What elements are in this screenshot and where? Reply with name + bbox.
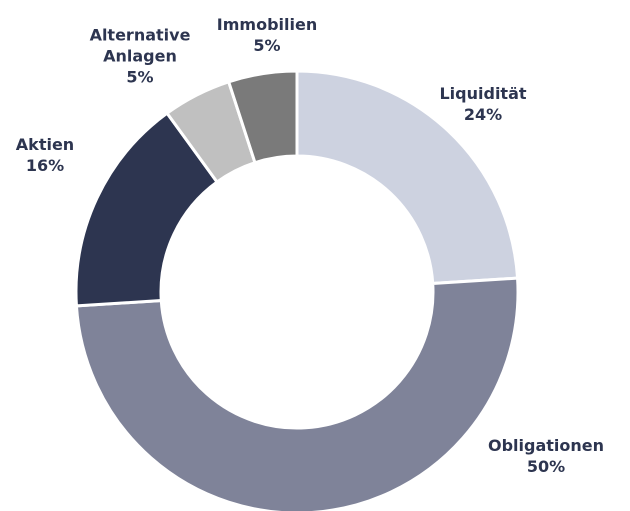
value-label: 5% [126,67,154,87]
category-label: Alternative Anlagen [89,25,191,66]
donut-segment [74,276,520,511]
value-label: 16% [25,156,65,175]
value-label: 24% [463,105,503,124]
category-label: Aktien [15,135,75,154]
segment-label: Alternative Anlagen 5% [85,25,195,88]
segment-label: Liquidität 24% [439,83,526,125]
donut-segment [226,69,299,165]
segment-label: Obligationen 50% [488,435,604,477]
value-label: 50% [526,457,566,476]
value-label: 5% [253,36,281,55]
category-label: Liquidität [439,84,527,103]
segment-label: Immobilien 5% [217,14,317,56]
category-label: Obligationen [487,436,605,455]
donut-segment [295,69,520,286]
segment-label: Aktien 16% [16,134,74,176]
category-label: Immobilien [216,15,318,34]
